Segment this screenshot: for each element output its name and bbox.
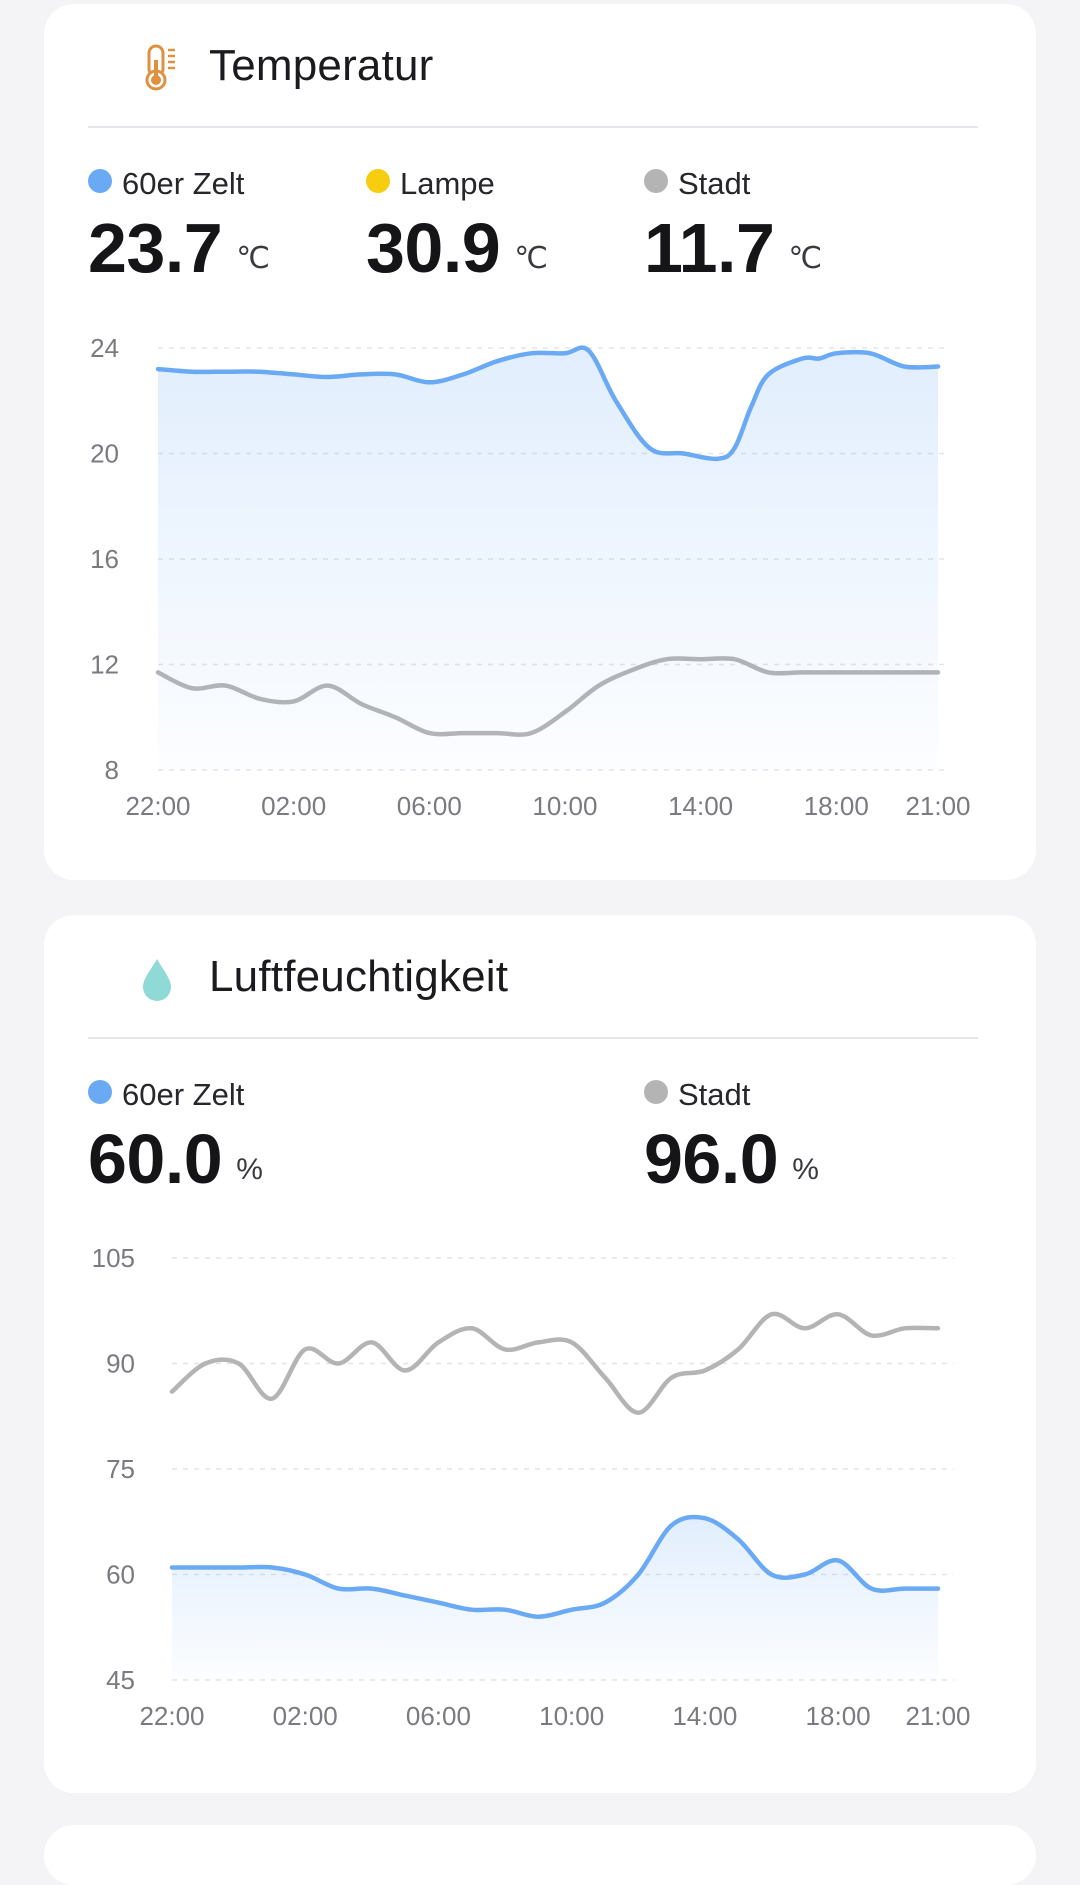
legend-value: 30.9: [366, 209, 501, 287]
legend-name: 60er Zelt: [122, 166, 245, 201]
temperature-chart-x-tick-label: 06:00: [397, 791, 462, 821]
temperature-chart-x-tick-label: 21:00: [905, 791, 970, 821]
temperature-card: Temperatur 60er Zelt 23.7 ℃ Lampe 30.9 ℃ S…: [44, 4, 1036, 880]
temperature-chart-y-tick-label: 12: [90, 650, 119, 680]
temperature-chart-x-tick-label: 10:00: [532, 791, 597, 821]
humidity-chart[interactable]: 105 90 75 60 45 22:00 02:00 06:00 10:00 14:00 18:0…: [44, 1235, 1036, 1745]
humidity-chart-y-tick-label: 90: [106, 1349, 135, 1379]
water-drop-icon: [138, 955, 182, 1003]
legend-name: Stadt: [678, 1077, 751, 1112]
temperature-chart-area-60er-zelt: [158, 347, 938, 770]
temperature-chart-x-tick-label: 02:00: [261, 791, 326, 821]
legend-dot-zelt: [88, 1080, 112, 1104]
humidity-chart-line-stadt[interactable]: [169, 1311, 941, 1415]
temperature-chart-x-tick-label: 14:00: [668, 791, 733, 821]
humidity-chart-x-tick-label: 10:00: [539, 1701, 604, 1731]
humidity-chart-y-tick-label: 45: [106, 1665, 135, 1695]
humidity-chart-y-tick-label: 60: [106, 1560, 135, 1590]
humidity-chart-x-tick-label: 14:00: [672, 1701, 737, 1731]
humidity-chart-x-tick-label: 22:00: [139, 1701, 204, 1731]
legend-name: Stadt: [678, 166, 751, 201]
legend-unit: %: [236, 1153, 263, 1186]
humidity-chart-y-tick-label: 105: [92, 1243, 135, 1273]
legend-value: 11.7: [644, 209, 775, 287]
legend-name: Lampe: [400, 166, 495, 201]
temperature-card-title: Temperatur: [209, 41, 434, 90]
temperature-chart-y-tick-label: 16: [90, 544, 119, 574]
humidity-card-title: Luftfeuchtigkeit: [209, 952, 509, 1001]
humidity-chart-x-tick-label: 06:00: [406, 1701, 471, 1731]
humidity-card-header: Luftfeuchtigkeit: [88, 951, 978, 1039]
temperature-card-header: Temperatur: [88, 40, 978, 128]
temperature-chart[interactable]: 24 20 16 12 8 22:00 02:00 06:00 10:00 14:00 18:00 2…: [44, 324, 1036, 834]
legend-unit: ℃: [236, 242, 270, 275]
temperature-chart-line-60er-zelt[interactable]: [155, 345, 941, 462]
legend-value: 60.0: [88, 1120, 223, 1198]
next-card: [44, 1825, 1036, 1885]
temperature-chart-x-tick-label: 22:00: [125, 791, 190, 821]
humidity-chart-x-tick-label: 18:00: [806, 1701, 871, 1731]
legend-unit: ℃: [788, 242, 823, 275]
legend-dot-zelt: [88, 169, 112, 193]
legend-name: 60er Zelt: [122, 1077, 245, 1112]
legend-dot-lampe: [366, 169, 390, 193]
thermometer-icon: [138, 44, 182, 92]
humidity-chart-line-60er-zelt[interactable]: [169, 1514, 941, 1619]
humidity-chart-x-tick-label: 21:00: [905, 1701, 970, 1731]
temperature-chart-y-tick-label: 20: [90, 439, 119, 469]
humidity-card: Luftfeuchtigkeit 60er Zelt 60.0% Stadt 9…: [44, 915, 1036, 1793]
humidity-chart-area-60er-zelt: [172, 1516, 938, 1680]
humidity-chart-y-tick-label: 75: [106, 1454, 135, 1484]
legend-dot-stadt: [644, 169, 668, 193]
temperature-chart-x-tick-label: 18:00: [804, 791, 869, 821]
legend-value: 23.7: [88, 209, 223, 287]
humidity-chart-x-tick-label: 02:00: [273, 1701, 338, 1731]
temperature-chart-y-tick-label: 8: [105, 755, 119, 785]
legend-unit: ℃: [514, 242, 548, 275]
legend-value: 96.0: [644, 1120, 779, 1198]
legend-dot-stadt: [644, 1080, 668, 1104]
legend-unit: %: [792, 1153, 819, 1186]
temperature-chart-y-tick-label: 24: [90, 333, 119, 363]
